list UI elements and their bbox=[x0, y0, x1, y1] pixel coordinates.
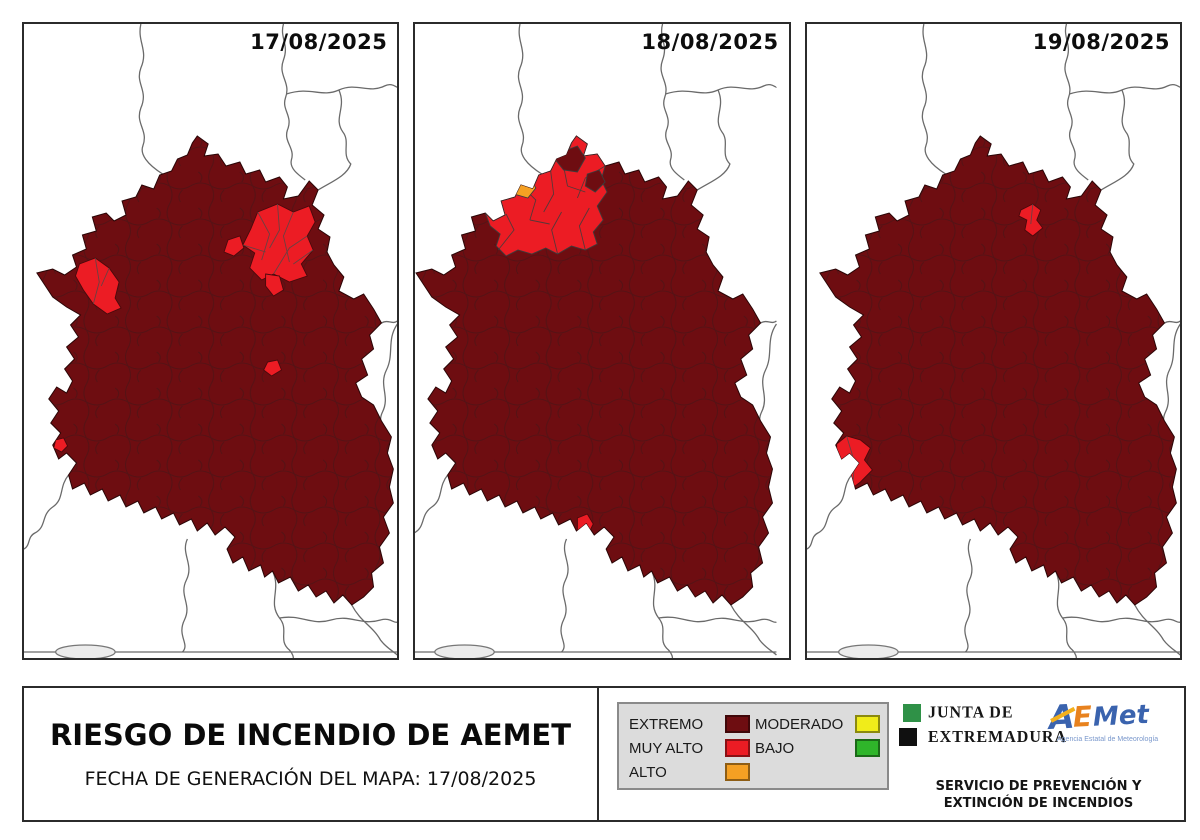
footer-panel: RIESGO DE INCENDIO DE AEMET FECHA DE GEN… bbox=[22, 686, 1186, 822]
map-panel-day2: 18/08/2025 bbox=[413, 22, 791, 660]
legend-swatch-muy-alto bbox=[725, 739, 750, 757]
risk-overlays-day1 bbox=[53, 203, 316, 453]
map-panels-row: 17/08/2025 18/08/2025 bbox=[22, 22, 1182, 660]
legend-label-moderado: MODERADO bbox=[755, 715, 844, 733]
map-panel-day1: 17/08/2025 bbox=[22, 22, 400, 660]
legend-swatch-extremo bbox=[725, 715, 750, 733]
legend-label-alto: ALTO bbox=[629, 763, 667, 781]
risk-overlays-day2 bbox=[485, 136, 608, 537]
service-line2: EXTINCIÓN DE INCENDIOS bbox=[943, 796, 1134, 811]
service-line1: SERVICIO DE PREVENCIÓN Y bbox=[935, 779, 1142, 794]
service-text: SERVICIO DE PREVENCIÓN Y EXTINCIÓN DE IN… bbox=[899, 778, 1178, 812]
junta-black-square-icon bbox=[899, 728, 917, 746]
svg-text:E: E bbox=[1072, 700, 1093, 734]
aemet-logo-icon: A E Met Agencia Estatal de Meteorología bbox=[1045, 697, 1158, 743]
map-date-day1: 17/08/2025 bbox=[250, 30, 388, 54]
map-date-day3: 19/08/2025 bbox=[1032, 30, 1170, 54]
junta-extremadura-logo: JUNTA DE EXTREMADURA bbox=[899, 702, 1067, 748]
aemet-logo: A E Met Agencia Estatal de Meteorología bbox=[1045, 692, 1175, 753]
footer-legend-block: EXTREMO MODERADO MUY ALTO BAJO ALTO JUNT… bbox=[599, 688, 1184, 820]
junta-text-line2: EXTREMADURA bbox=[928, 728, 1067, 746]
fire-risk-map-day2 bbox=[415, 24, 778, 658]
aemet-subtitle: Agencia Estatal de Meteorología bbox=[1057, 736, 1158, 743]
fire-risk-map-day3 bbox=[806, 24, 1180, 658]
legend-swatch-bajo bbox=[855, 739, 880, 757]
legend-label-extremo: EXTREMO bbox=[629, 715, 704, 733]
legend-label-muy-alto: MUY ALTO bbox=[629, 739, 704, 757]
fire-risk-map-day1 bbox=[24, 24, 398, 658]
svg-text:Met: Met bbox=[1092, 700, 1151, 733]
junta-green-square-icon bbox=[903, 704, 921, 722]
legend-label-bajo: BAJO bbox=[755, 739, 795, 757]
generation-date-line: FECHA DE GENERACIÓN DEL MAPA: 17/08/2025 bbox=[84, 768, 537, 790]
legend-swatch-moderado bbox=[855, 715, 880, 733]
legend-swatch-alto bbox=[725, 763, 750, 781]
page-title: RIESGO DE INCENDIO DE AEMET bbox=[49, 718, 572, 752]
footer-title-block: RIESGO DE INCENDIO DE AEMET FECHA DE GEN… bbox=[24, 688, 599, 820]
risk-legend: EXTREMO MODERADO MUY ALTO BAJO ALTO bbox=[617, 702, 889, 790]
map-panel-day3: 19/08/2025 bbox=[804, 22, 1182, 660]
junta-text-line1: JUNTA DE bbox=[928, 704, 1014, 722]
map-date-day2: 18/08/2025 bbox=[641, 30, 779, 54]
